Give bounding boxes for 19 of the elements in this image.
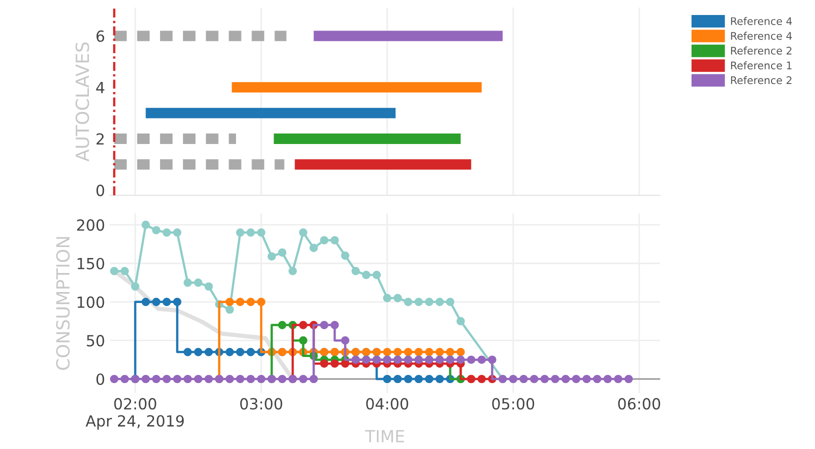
x-tick-label: 03:00 [240, 398, 282, 410]
y-tick-label: 100 [78, 296, 104, 308]
y-tick-label: 50 [86, 334, 104, 346]
x-tick-label: 05:00 [492, 398, 534, 410]
y-tick-label: 6 [96, 30, 104, 42]
y-tick-label: 4 [96, 82, 104, 94]
legend-label: Reference 4 [731, 32, 792, 40]
legend-label: Reference 2 [731, 76, 792, 84]
x-tick-label: 02:00 Apr 24, 2019 [86, 398, 184, 430]
y-tick-label: 200 [77, 219, 104, 231]
y-tick-label: 2 [96, 133, 104, 145]
x-tick-label: 04:00 [366, 398, 408, 410]
legend-label: Reference 2 [731, 46, 792, 55]
legend-label: Reference 4 [731, 17, 792, 26]
y-tick-label: 0 [96, 373, 104, 386]
y-tick-label: 150 [78, 258, 104, 270]
legend-label: Reference 1 [731, 61, 792, 70]
x-tick-label: 06:00 [618, 398, 660, 410]
y-tick-label: 0 [96, 184, 104, 196]
